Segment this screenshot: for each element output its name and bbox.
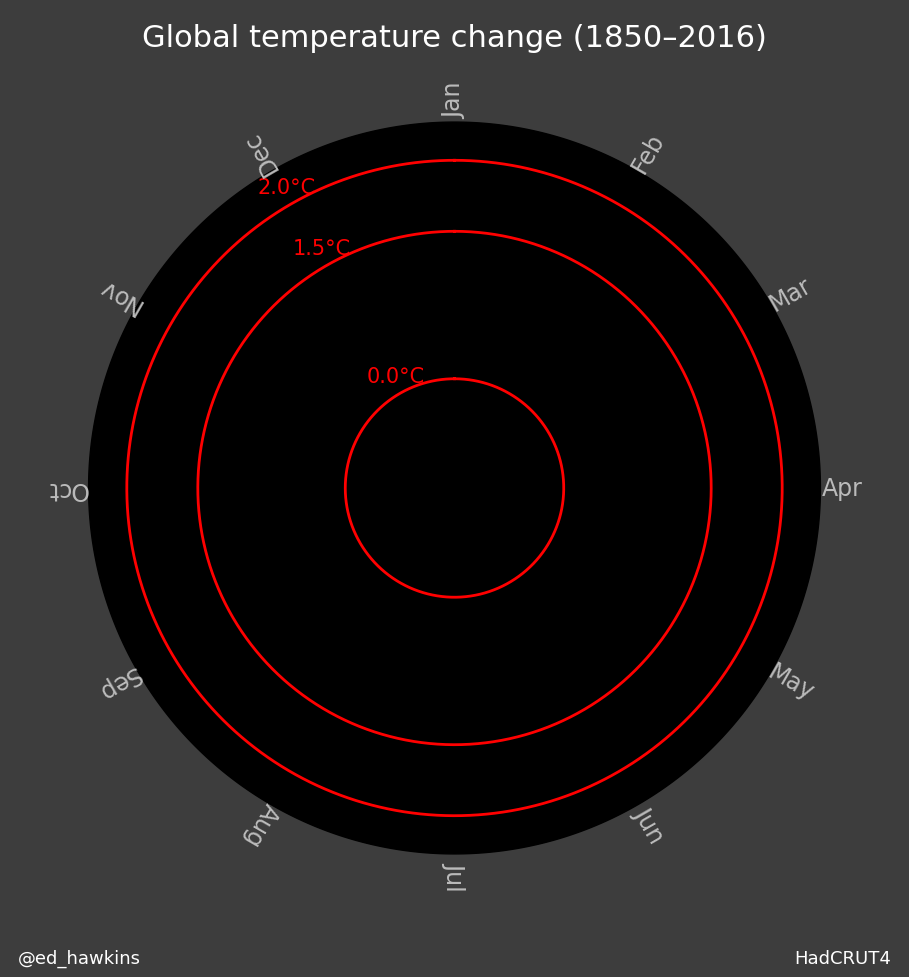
Text: Sep: Sep bbox=[94, 660, 144, 703]
Text: Dec: Dec bbox=[239, 127, 283, 179]
Text: Global temperature change (1850–2016): Global temperature change (1850–2016) bbox=[142, 24, 767, 54]
Text: 1.5°C: 1.5°C bbox=[293, 239, 351, 259]
Text: Jan: Jan bbox=[443, 83, 466, 119]
Text: Aug: Aug bbox=[239, 798, 283, 850]
Text: May: May bbox=[764, 659, 817, 704]
Text: HadCRUT4: HadCRUT4 bbox=[794, 950, 891, 967]
Text: Feb: Feb bbox=[627, 129, 669, 177]
Text: Jul: Jul bbox=[443, 862, 466, 890]
Text: Apr: Apr bbox=[822, 477, 863, 500]
Text: Oct: Oct bbox=[46, 477, 87, 500]
Text: Mar: Mar bbox=[765, 274, 815, 317]
Text: Jun: Jun bbox=[629, 802, 668, 846]
Polygon shape bbox=[88, 123, 821, 854]
Text: Nov: Nov bbox=[93, 273, 145, 317]
Text: 0.0°C: 0.0°C bbox=[366, 366, 425, 387]
Text: @ed_hawkins: @ed_hawkins bbox=[18, 949, 141, 967]
Text: 2.0°C: 2.0°C bbox=[257, 178, 315, 197]
